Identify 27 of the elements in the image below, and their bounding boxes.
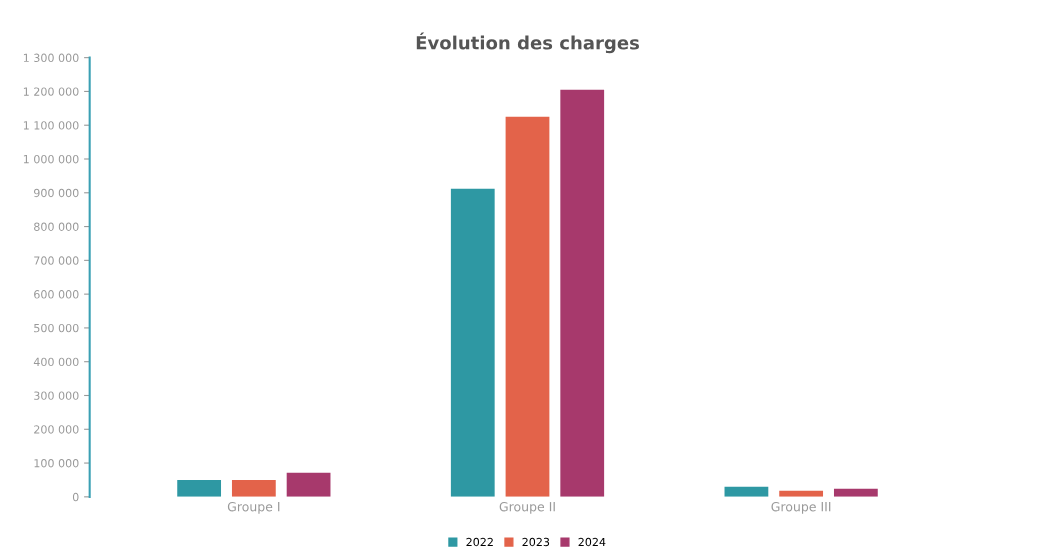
legend-label: 2024: [578, 537, 606, 547]
y-tick-label: 100 000: [34, 459, 79, 468]
legend-label: 2022: [466, 537, 493, 547]
bar: [231, 479, 276, 497]
y-tick-label: 200 000: [34, 425, 79, 434]
y-tick-label: 900 000: [34, 188, 79, 198]
y-tick-label: 400 000: [33, 357, 79, 367]
y-tick-label: 1 000 000: [23, 154, 79, 164]
y-tick-label: 500 000: [34, 323, 79, 333]
y-tick-label: 600 000: [34, 290, 79, 299]
chart-title: Évolution des charges: [416, 32, 639, 54]
bar: [450, 188, 495, 497]
x-tick-label: Groupe III: [771, 501, 831, 514]
y-tick-label: 700 000: [34, 256, 79, 265]
y-tick-label: 1 300 000: [23, 53, 79, 63]
x-tick-label: Groupe II: [499, 501, 555, 514]
x-tick-label: Groupe I: [227, 501, 280, 514]
y-tick-label: 0: [72, 492, 79, 502]
bar: [505, 116, 550, 497]
bar: [286, 472, 331, 497]
y-tick-label: 1 100 000: [23, 121, 79, 130]
y-tick-label: 300 000: [34, 391, 79, 400]
bar: [177, 479, 222, 497]
y-tick-label: 800 000: [34, 222, 79, 231]
legend-label: 2023: [522, 537, 550, 547]
bar: [560, 89, 605, 497]
y-tick-label: 1 200 000: [23, 87, 79, 96]
